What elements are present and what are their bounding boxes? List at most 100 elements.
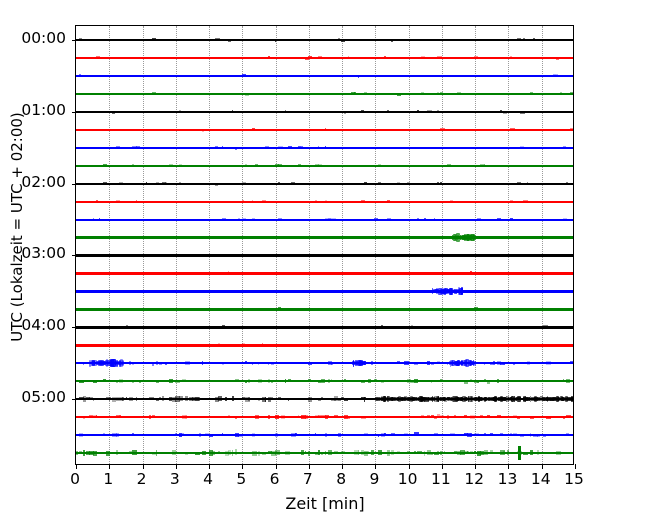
- trace-noise: [559, 361, 562, 364]
- trace-noise: [331, 362, 334, 365]
- trace-noise: [268, 396, 272, 403]
- trace-noise: [519, 145, 524, 149]
- trace-noise: [443, 415, 448, 418]
- trace-noise: [278, 129, 281, 131]
- trace-noise: [420, 272, 423, 276]
- trace-noise: [357, 434, 360, 437]
- trace-noise: [437, 182, 439, 185]
- trace-noise: [351, 290, 353, 292]
- trace-baseline: [76, 308, 573, 311]
- trace-noise: [380, 182, 383, 186]
- trace-noise: [201, 146, 206, 149]
- trace-event-elevated-noise: [447, 396, 450, 402]
- trace-noise: [370, 450, 375, 456]
- trace-noise: [251, 450, 257, 456]
- trace-noise: [188, 235, 191, 239]
- trace-noise: [85, 344, 90, 347]
- trace-noise: [404, 272, 407, 274]
- trace-noise: [341, 397, 344, 401]
- trace-noise: [519, 235, 525, 239]
- trace-noise: [148, 325, 153, 328]
- trace-noise: [211, 147, 214, 150]
- trace-noise: [145, 74, 148, 77]
- trace-noise: [536, 218, 542, 222]
- trace-noise: [307, 450, 310, 456]
- trace-noise: [119, 379, 123, 384]
- trace-noise: [476, 379, 479, 383]
- trace-noise: [178, 181, 182, 185]
- trace-0230: [76, 215, 573, 225]
- trace-noise: [519, 110, 525, 114]
- trace-noise: [211, 272, 214, 275]
- trace-noise: [142, 290, 147, 293]
- trace-noise: [235, 433, 239, 437]
- trace-noise: [493, 416, 498, 418]
- trace-noise: [486, 379, 490, 384]
- trace-noise: [500, 128, 503, 131]
- trace-noise: [188, 326, 191, 329]
- trace-noise: [182, 451, 184, 455]
- trace-0430: [76, 358, 573, 368]
- trace-noise: [288, 273, 290, 275]
- trace-noise: [321, 129, 324, 131]
- trace-noise: [301, 110, 305, 113]
- trace-noise: [400, 308, 406, 311]
- trace-noise: [503, 362, 505, 365]
- gridline-vertical: [375, 26, 377, 464]
- trace-noise: [168, 325, 171, 329]
- trace-noise: [188, 272, 193, 276]
- trace-noise: [354, 379, 356, 382]
- trace-noise: [168, 164, 174, 167]
- trace-event-noise-burst: [431, 288, 434, 295]
- trace-noise: [397, 92, 402, 96]
- trace-noise: [476, 237, 482, 239]
- y-tick-mark: [71, 255, 76, 257]
- trace-noise: [413, 271, 418, 274]
- trace-noise: [526, 416, 528, 419]
- trace-noise: [208, 236, 211, 239]
- trace-noise: [307, 272, 311, 275]
- trace-noise: [102, 451, 105, 455]
- trace-noise: [490, 361, 493, 365]
- trace-noise: [563, 146, 566, 149]
- trace-noise: [523, 38, 526, 41]
- trace-noise: [155, 361, 159, 365]
- trace-noise: [188, 344, 194, 347]
- trace-baseline: [76, 344, 573, 347]
- trace-noise: [221, 325, 225, 328]
- trace-event-elevated-noise: [500, 396, 503, 402]
- trace-noise: [536, 235, 539, 238]
- trace-noise: [185, 361, 191, 365]
- trace-noise: [331, 164, 333, 167]
- trace-noise: [341, 92, 346, 95]
- trace-noise: [218, 129, 224, 132]
- trace-event-elevated-noise: [518, 397, 521, 401]
- trace-noise: [457, 450, 462, 456]
- trace-noise: [291, 182, 296, 184]
- trace-noise: [278, 218, 282, 221]
- trace-event-elevated-noise: [383, 396, 386, 402]
- trace-event-noise-burst: [451, 287, 453, 295]
- trace-noise: [496, 344, 499, 347]
- trace-noise: [430, 343, 436, 347]
- trace-noise: [430, 415, 434, 418]
- trace-noise: [102, 182, 108, 185]
- trace-noise: [109, 218, 113, 221]
- trace-noise: [261, 343, 263, 347]
- trace-noise: [377, 182, 381, 185]
- trace-noise: [105, 128, 109, 131]
- trace-noise: [82, 434, 87, 437]
- trace-noise: [254, 326, 259, 329]
- trace-noise: [387, 362, 392, 365]
- trace-event-elevated-noise: [513, 396, 515, 402]
- trace-noise: [172, 56, 177, 59]
- trace-noise: [357, 75, 359, 78]
- trace-noise: [145, 326, 151, 329]
- trace-noise: [519, 74, 523, 77]
- trace-noise: [175, 290, 177, 293]
- trace-noise: [307, 379, 312, 382]
- trace-noise: [278, 451, 284, 454]
- trace-noise: [182, 272, 185, 275]
- trace-noise: [337, 92, 341, 96]
- trace-noise: [201, 434, 205, 436]
